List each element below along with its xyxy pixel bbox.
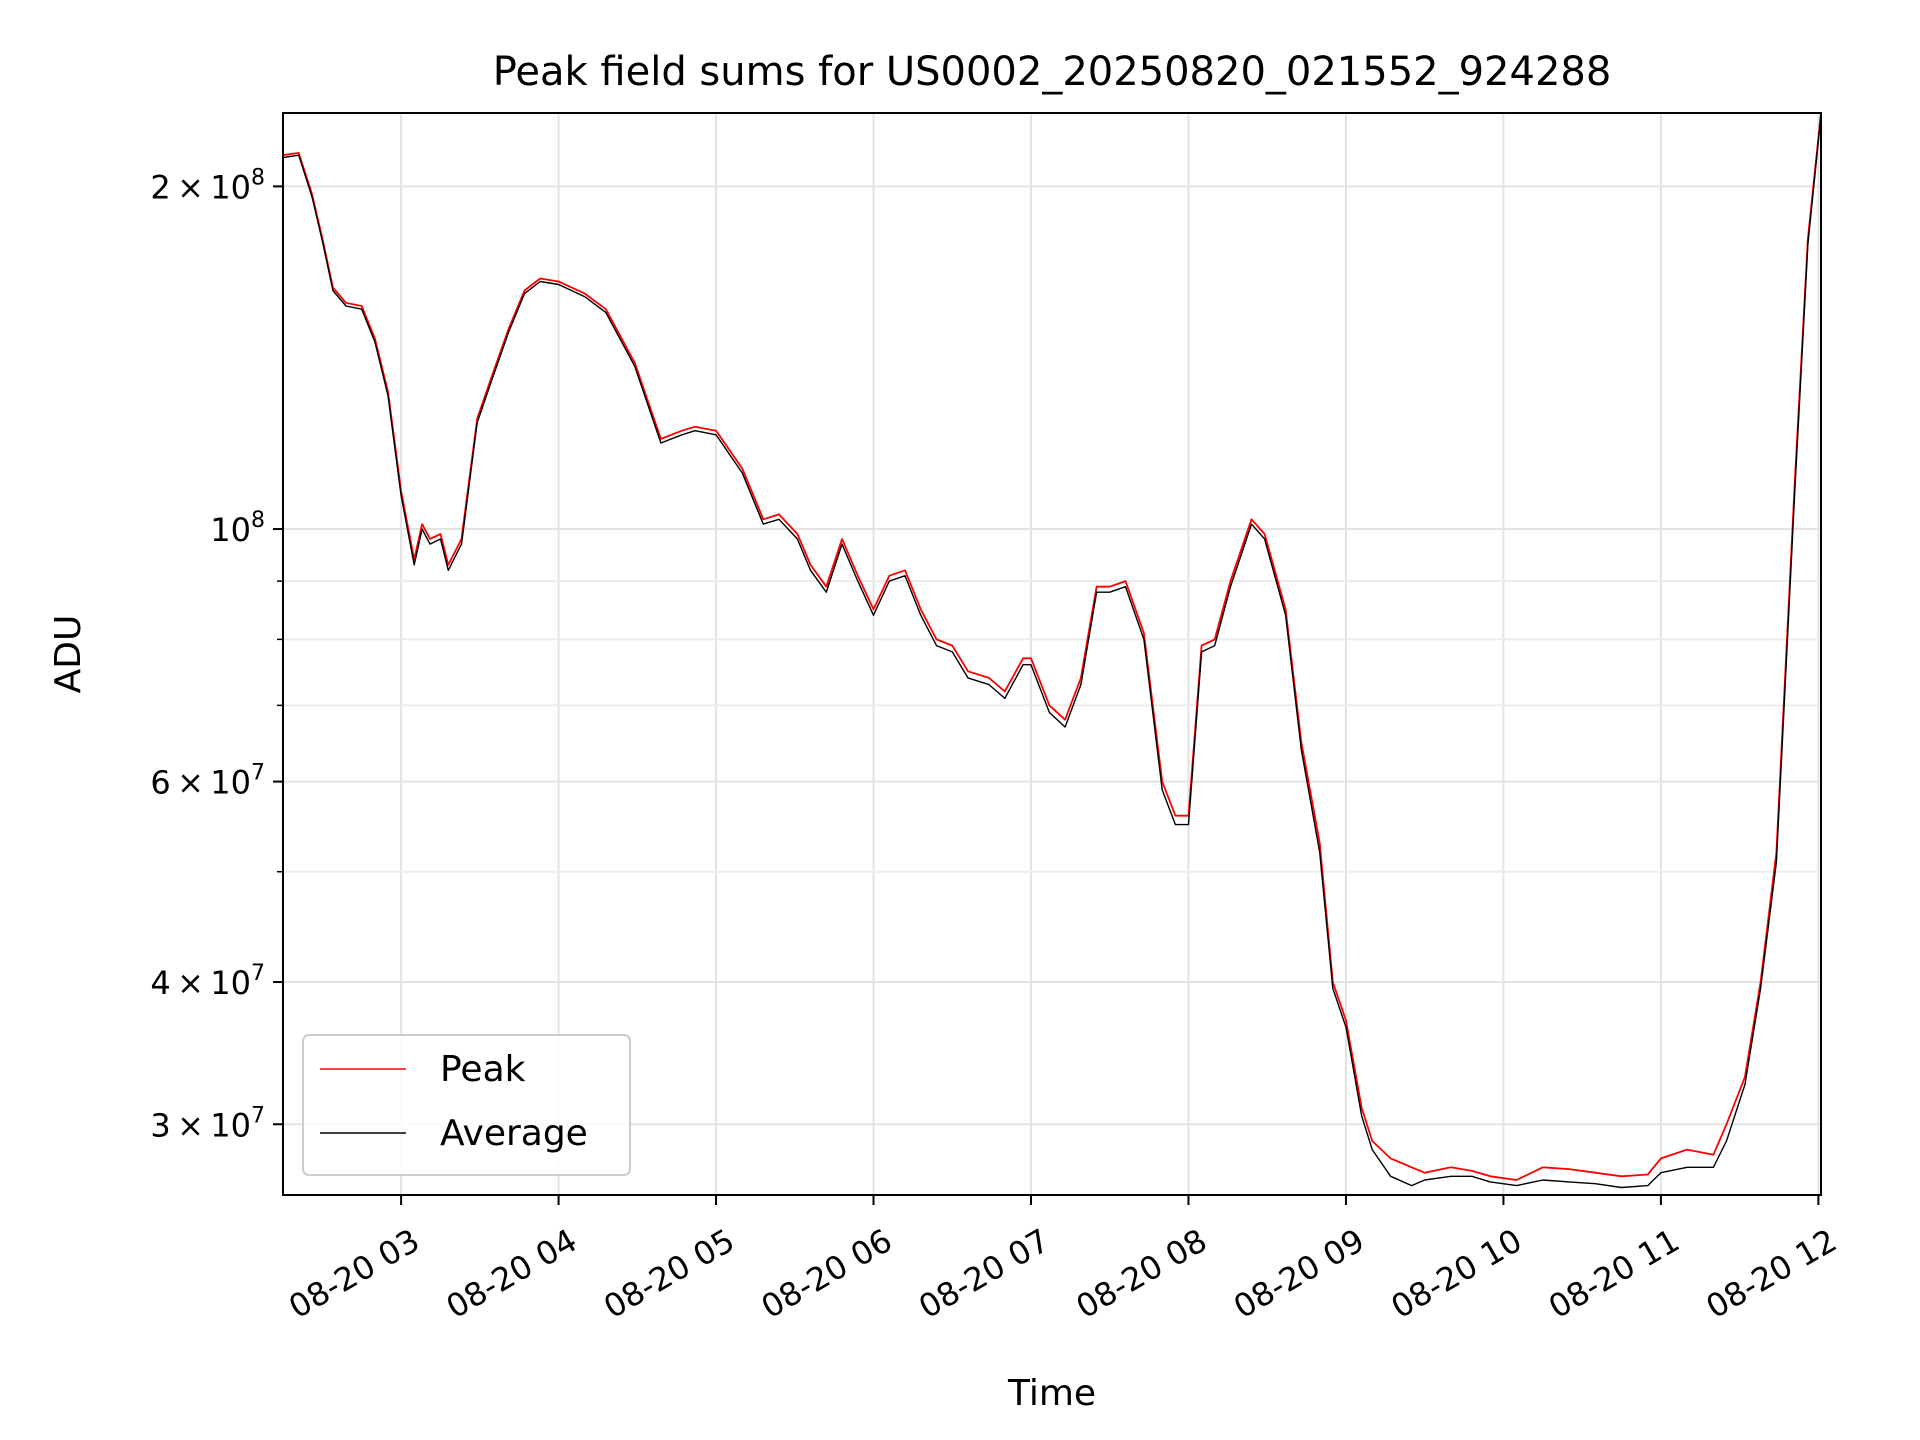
y-axis-label: ADU [48,615,89,694]
plot-frame [282,112,1822,1196]
y-tick-label: 4 × 107 [150,961,265,1002]
series-layer [283,113,1821,1189]
y-tick-label: 2 × 108 [150,165,265,206]
series-line-average [283,115,1821,1189]
x-axis-label: Time [1007,1373,1096,1414]
legend-label-peak: Peak [440,1049,526,1090]
legend: Peak Average [302,1034,631,1176]
y-tick-label: 6 × 107 [150,761,265,802]
legend-box [302,1034,631,1176]
chart-title: Peak field sums for US0002_20250820_0215… [493,49,1612,95]
y-tick-label: 3 × 107 [150,1103,265,1144]
legend-label-average: Average [440,1113,588,1154]
